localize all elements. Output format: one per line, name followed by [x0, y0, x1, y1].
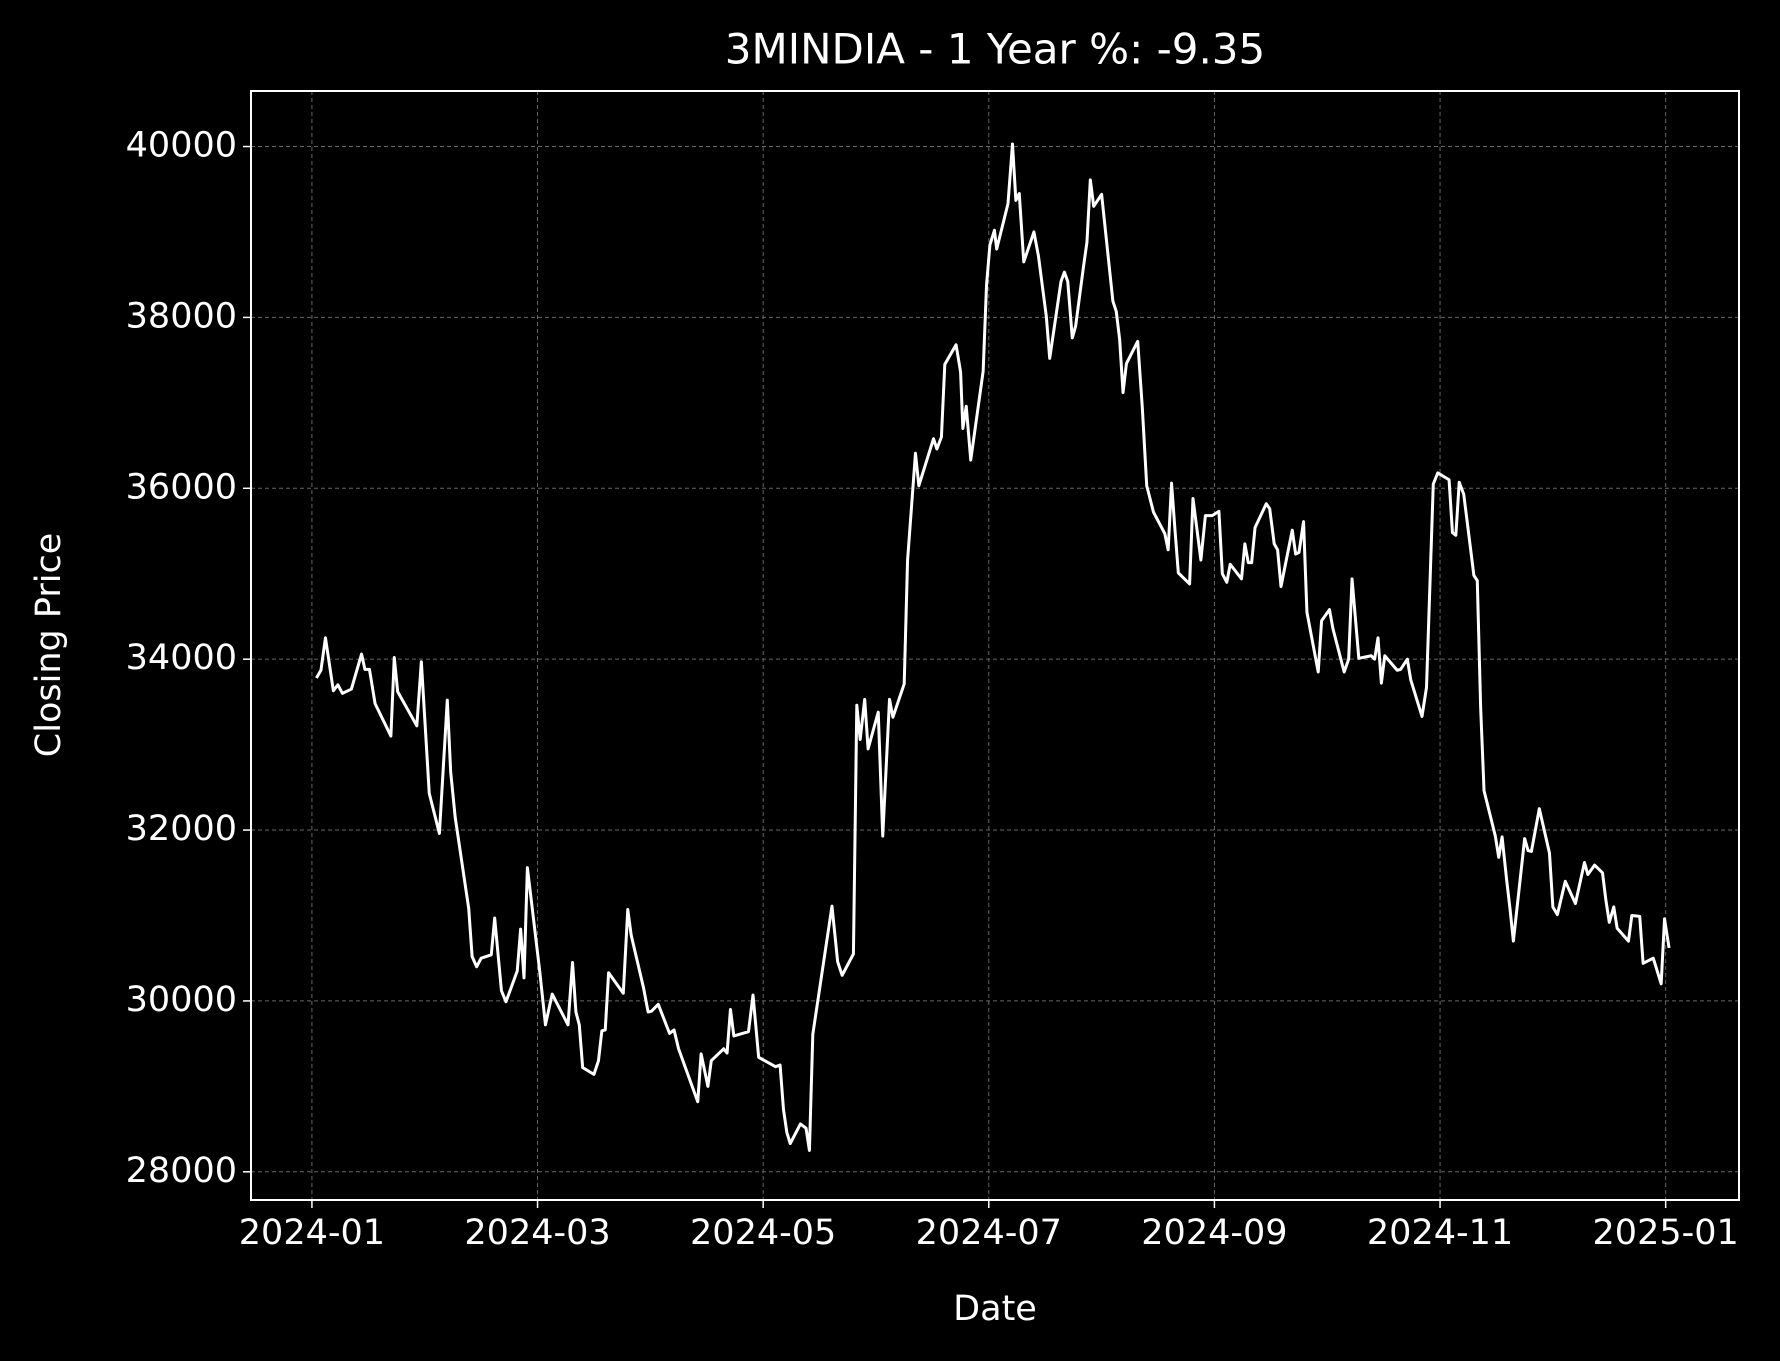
x-tick-label: 2025-01	[1593, 1213, 1739, 1253]
y-tick-label: 36000	[126, 467, 237, 507]
y-tick-label: 40000	[126, 126, 237, 166]
price-line	[315, 142, 1671, 1152]
y-tick-label: 38000	[126, 296, 237, 336]
y-tick-label: 30000	[126, 980, 237, 1020]
y-tick-label: 32000	[126, 809, 237, 849]
plot-frame	[250, 90, 1740, 1201]
x-tick-label: 2024-07	[916, 1213, 1062, 1253]
x-tick-label: 2024-05	[690, 1213, 836, 1253]
y-axis-label: Closing Price	[29, 533, 69, 757]
x-axis-label: Date	[953, 1289, 1037, 1329]
x-tick-label: 2024-11	[1367, 1213, 1513, 1253]
y-tick-label: 34000	[126, 638, 237, 678]
y-tick-label: 28000	[126, 1151, 237, 1191]
x-tick-label: 2024-09	[1141, 1213, 1287, 1253]
x-tick-label: 2024-03	[464, 1213, 610, 1253]
chart-title: 3MINDIA - 1 Year %: -9.35	[725, 25, 1266, 74]
x-tick-label: 2024-01	[239, 1213, 385, 1253]
